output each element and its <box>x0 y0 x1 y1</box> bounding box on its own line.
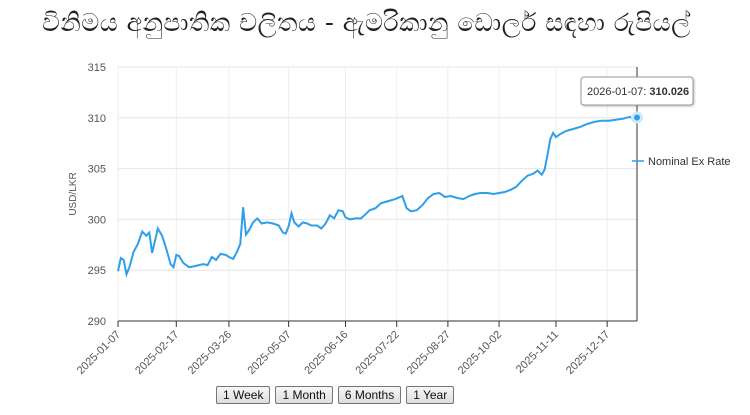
x-tick-label: 2025-08-27 <box>405 329 453 377</box>
tooltip-sep: : <box>643 86 649 98</box>
x-tick-label: 2025-03-26 <box>186 329 234 377</box>
x-tick-label: 2025-01-07 <box>75 329 123 377</box>
tooltip-text: 2026-01-07: 310.026 <box>587 86 689 98</box>
range-6-months-button[interactable]: 6 Months <box>337 386 402 404</box>
x-tick-label: 2025-05-07 <box>245 329 293 377</box>
y-tick-label: 305 <box>88 164 106 176</box>
series-line <box>117 115 638 278</box>
x-tick-label: 2025-12-17 <box>564 329 612 377</box>
range-1-week-button[interactable]: 1 Week <box>216 386 271 404</box>
x-tick-label: 2025-02-17 <box>133 329 181 377</box>
y-tick-label: 295 <box>88 265 106 277</box>
y-tick-label: 300 <box>88 214 106 226</box>
tooltip-box <box>580 76 694 106</box>
y-tick-label: 290 <box>88 316 106 328</box>
x-tick-label: 2025-11-11 <box>514 329 561 376</box>
tooltip-date: 2026-01-07 <box>587 86 643 98</box>
y-axis-label: USD/LKR <box>68 172 79 215</box>
range-selector: 1 Week 1 Month 6 Months 1 Year <box>216 386 455 404</box>
tooltip-point <box>631 111 643 124</box>
y-tick-label: 310 <box>88 113 106 125</box>
x-tick-label: 2025-10-02 <box>456 329 504 377</box>
range-1-year-button[interactable]: 1 Year <box>406 386 455 404</box>
y-tick-label: 315 <box>88 62 106 74</box>
tooltip-value: 310.026 <box>649 86 689 98</box>
tooltip: 2026-01-07: 310.026 <box>580 76 694 124</box>
legend-label: Nominal Ex Rate <box>648 156 731 168</box>
x-tick-label: 2025-06-16 <box>302 329 350 377</box>
x-tick-label: 2025-07-22 <box>354 329 402 377</box>
grid <box>117 66 637 322</box>
range-1-month-button[interactable]: 1 Month <box>275 386 333 404</box>
legend[interactable]: Nominal Ex Rate <box>632 156 731 168</box>
page-title: විනිමය අනුපාතික චලිතය - ඇමරිකානු ඩොලර් ස… <box>42 8 691 37</box>
